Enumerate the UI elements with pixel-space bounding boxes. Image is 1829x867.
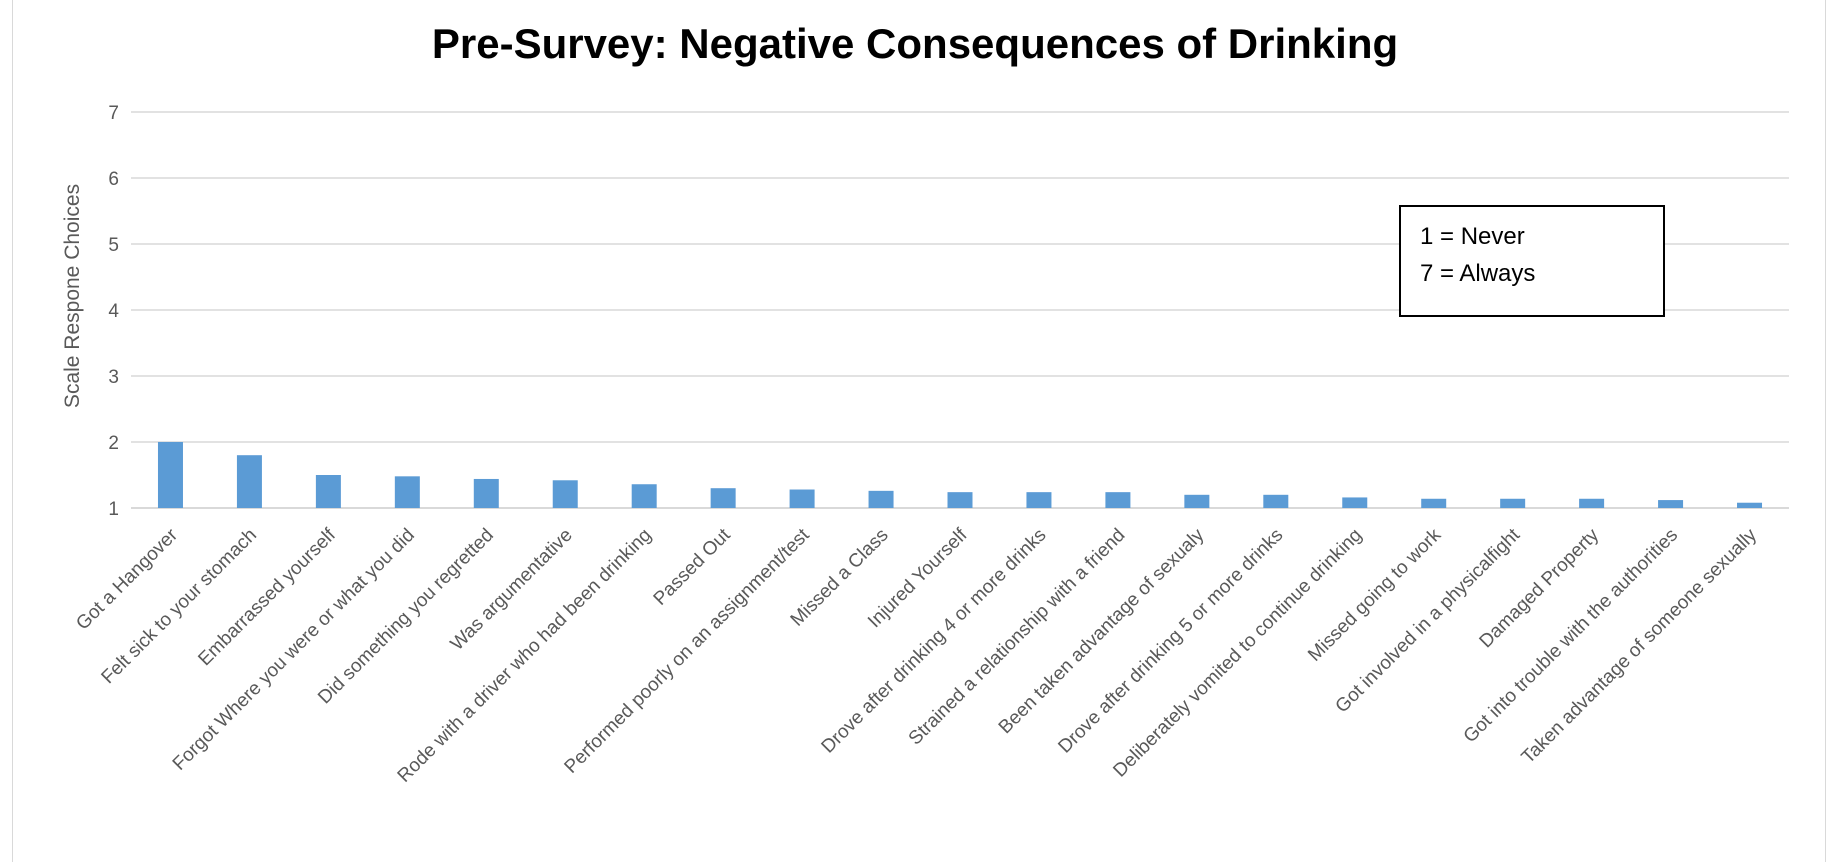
bar [1658, 500, 1684, 508]
y-tick-label: 5 [108, 235, 119, 256]
bar [1421, 498, 1447, 508]
bar [315, 475, 341, 508]
bar-chart: Pre-Survey: Negative Consequences of Dri… [61, 20, 1789, 787]
bar [1184, 494, 1210, 508]
y-tick-label: 1 [108, 499, 119, 520]
bar [473, 478, 499, 508]
scale-note-line-2: 7 = Always [1420, 260, 1535, 287]
scale-note-line-1: 1 = Never [1420, 223, 1525, 250]
bar [1105, 492, 1131, 508]
bar [631, 484, 657, 508]
bar [1026, 492, 1052, 508]
bar [1263, 494, 1289, 508]
bar [394, 476, 420, 508]
bar [1342, 497, 1368, 508]
chart-title: Pre-Survey: Negative Consequences of Dri… [432, 20, 1398, 67]
x-category-label: Felt sick to your stomach [98, 525, 261, 688]
x-category-label: Missed going to work [1304, 524, 1445, 665]
bar [552, 480, 578, 508]
bar [1579, 498, 1605, 508]
bar [868, 490, 894, 508]
bars [157, 442, 1763, 508]
chart-frame: Pre-Survey: Negative Consequences of Dri… [12, 0, 1826, 862]
scale-note-box: 1 = Never 7 = Always [1399, 205, 1665, 317]
y-tick-label: 6 [108, 169, 119, 190]
bar [1500, 498, 1526, 508]
y-tick-label: 4 [108, 301, 119, 322]
bar [789, 489, 815, 508]
y-tick-label: 7 [108, 103, 119, 124]
bar [157, 442, 183, 508]
bar [236, 455, 262, 508]
y-tick-label: 2 [108, 433, 119, 454]
x-category-label: Embarrassed yourself [194, 524, 340, 670]
bar [710, 488, 736, 508]
bar [947, 492, 973, 508]
y-axis-ticks: 1 2 3 4 5 6 7 [108, 103, 119, 520]
bar [1737, 502, 1763, 508]
x-category-label: Passed Out [650, 524, 736, 610]
y-tick-label: 3 [108, 367, 119, 388]
y-axis-title: Scale Respone Choices [61, 184, 84, 408]
